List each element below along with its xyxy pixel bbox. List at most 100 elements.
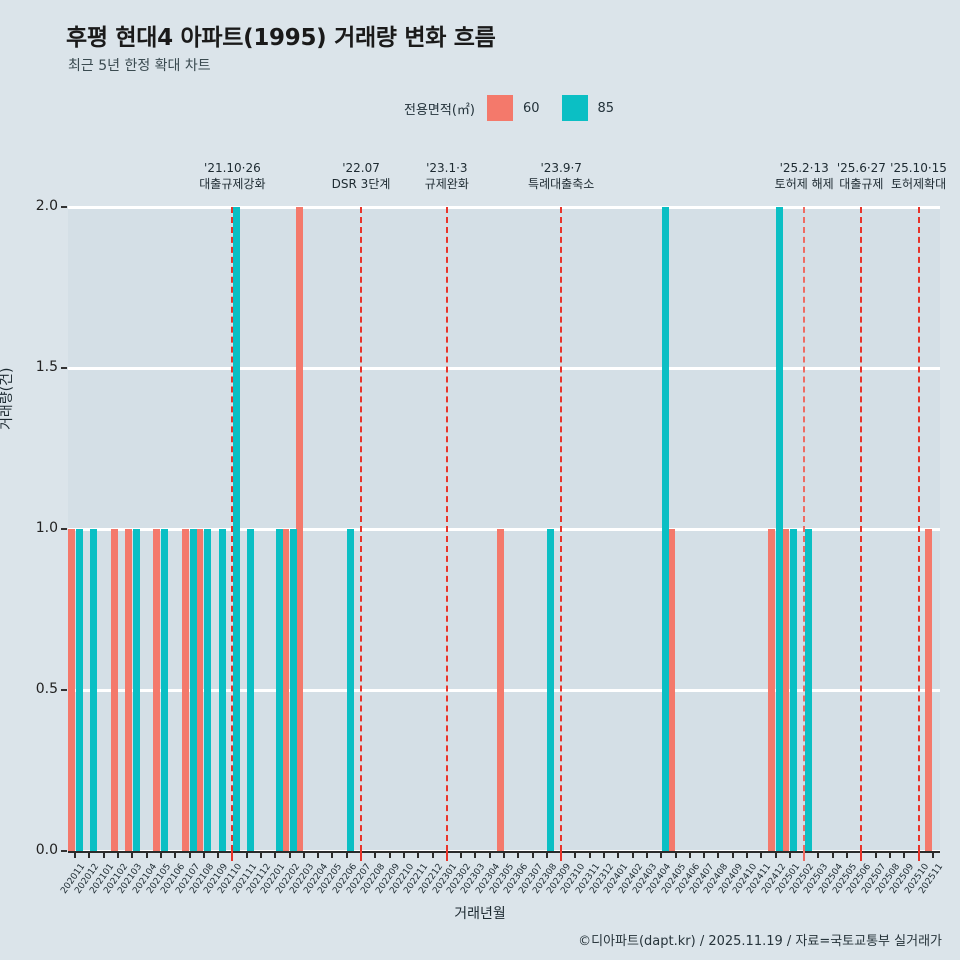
bar-85-202107[interactable] (190, 529, 197, 851)
bar-60-202107[interactable] (182, 529, 189, 851)
bar-85-202202[interactable] (290, 529, 298, 851)
bar-60-202011[interactable] (67, 529, 75, 851)
x-axis-tick-mark (631, 851, 634, 858)
event-line-stub-202207 (360, 851, 363, 861)
bar-85-202109[interactable] (218, 529, 226, 851)
x-axis-tick-mark (588, 851, 591, 858)
event-label-202502: '25.2·13 토허제 해제 (749, 160, 859, 192)
bar-60-202102[interactable] (110, 529, 118, 851)
x-axis-tick-mark (345, 851, 348, 858)
y-axis-label: 거래량(건) (0, 367, 15, 430)
bar-85-202206[interactable] (347, 529, 355, 851)
x-axis-label: 거래년월 (454, 906, 506, 922)
event-line-stub-202301 (445, 851, 448, 861)
bar-85-202012[interactable] (89, 529, 97, 851)
bar-85-202108[interactable] (204, 529, 212, 851)
x-axis-tick-mark (317, 851, 320, 858)
x-axis-tick-mark (460, 851, 463, 858)
x-axis-tick-mark (202, 851, 205, 858)
event-line-stub-202309 (560, 851, 563, 861)
y-axis-tick-mark (61, 689, 67, 691)
bar-85-202111[interactable] (247, 529, 255, 851)
event-label-202301: '23.1·3 규제완화 (392, 160, 502, 192)
bar-85-202201[interactable] (275, 529, 283, 851)
event-text: 대출규제 (839, 177, 884, 191)
y-axis-tick-label: 0.5 (35, 681, 58, 697)
x-axis-tick-mark (531, 851, 534, 858)
bar-60-202105[interactable] (153, 529, 161, 851)
x-axis-tick-mark (474, 851, 477, 858)
event-date: '25.2·13 (779, 161, 829, 175)
x-axis-tick-mark (817, 851, 820, 858)
bar-60-202203[interactable] (296, 207, 304, 851)
x-axis-tick-mark (674, 851, 677, 858)
x-axis-tick-mark (831, 851, 834, 858)
legend-swatch-60 (486, 95, 513, 121)
bar-85-202501[interactable] (790, 529, 798, 851)
x-axis-tick-mark (774, 851, 777, 858)
event-text: 토허제확대 (890, 177, 947, 191)
event-date: '25.10·15 (890, 161, 947, 175)
gridline (68, 688, 940, 692)
y-axis-tick-label: 2.0 (35, 198, 58, 214)
x-axis-tick-mark (302, 851, 305, 858)
gridline (68, 366, 940, 370)
x-axis-tick-mark (603, 851, 606, 858)
bar-85-202011[interactable] (75, 529, 83, 851)
event-text: DSR 3단계 (331, 177, 391, 191)
bar-60-202412[interactable] (768, 529, 776, 851)
x-axis-tick-mark (188, 851, 191, 858)
x-axis-tick-mark (688, 851, 691, 858)
event-line-202506 (860, 207, 863, 851)
bar-60-202103[interactable] (124, 529, 132, 851)
bar-85-202308[interactable] (547, 529, 555, 851)
bar-60-202501[interactable] (782, 529, 790, 851)
x-axis-tick-mark (88, 851, 91, 858)
x-axis-tick-mark (159, 851, 162, 858)
x-axis-tick-mark (374, 851, 377, 858)
legend-label-85: 85 (597, 100, 615, 116)
event-label-202110: '21.10·26 대출규제강화 (177, 160, 287, 192)
page-title: 후평 현대4 아파트(1995) 거래량 변화 흐름 (66, 25, 496, 51)
footer-credit: ©디아파트(dapt.kr) / 2025.11.19 / 자료=국토교통부 실… (578, 934, 942, 949)
page-subtitle: 최근 5년 한정 확대 차트 (68, 58, 211, 74)
event-text: 규제완화 (424, 177, 469, 191)
plot-area (67, 205, 940, 853)
x-axis-tick-mark (131, 851, 134, 858)
x-axis-tick-mark (703, 851, 706, 858)
x-axis-tick-mark (746, 851, 749, 858)
x-axis-tick-mark (402, 851, 405, 858)
bar-60-202108[interactable] (196, 529, 204, 851)
x-axis-tick-mark (788, 851, 791, 858)
gridline (68, 527, 940, 531)
event-label-202309: '23.9·7 특례대출축소 (506, 160, 616, 192)
x-axis-tick-mark (74, 851, 77, 858)
event-line-stub-202506 (860, 851, 863, 861)
x-axis-tick-mark (574, 851, 577, 858)
x-axis-tick-mark (888, 851, 891, 858)
event-line-stub-202510 (917, 851, 920, 861)
bar-60-202511[interactable] (925, 529, 933, 851)
bar-60-202202[interactable] (282, 529, 290, 851)
legend-swatch-85 (561, 95, 588, 121)
bar-85-202103[interactable] (132, 529, 140, 851)
bar-85-202502[interactable] (804, 529, 812, 851)
bar-85-202110[interactable] (232, 207, 240, 851)
event-label-202207: '22.07 DSR 3단계 (306, 160, 416, 192)
y-axis-tick-mark (61, 206, 67, 208)
event-text: 특례대출축소 (528, 177, 595, 191)
x-axis-tick-mark (102, 851, 105, 858)
bar-85-202105[interactable] (161, 529, 169, 851)
x-axis-tick-mark (145, 851, 148, 858)
bar-85-202404[interactable] (661, 207, 669, 851)
bar-85-202412[interactable] (776, 207, 784, 851)
x-axis-tick-mark (488, 851, 491, 858)
bar-60-202305[interactable] (496, 529, 504, 851)
x-axis-tick-mark (931, 851, 934, 858)
legend-title: 전용면적(㎡) (404, 102, 475, 118)
bar-60-202405[interactable] (668, 529, 676, 851)
event-text: 토허제 해제 (774, 177, 834, 191)
x-axis-tick-mark (117, 851, 120, 858)
event-date: '23.1·3 (426, 161, 468, 175)
